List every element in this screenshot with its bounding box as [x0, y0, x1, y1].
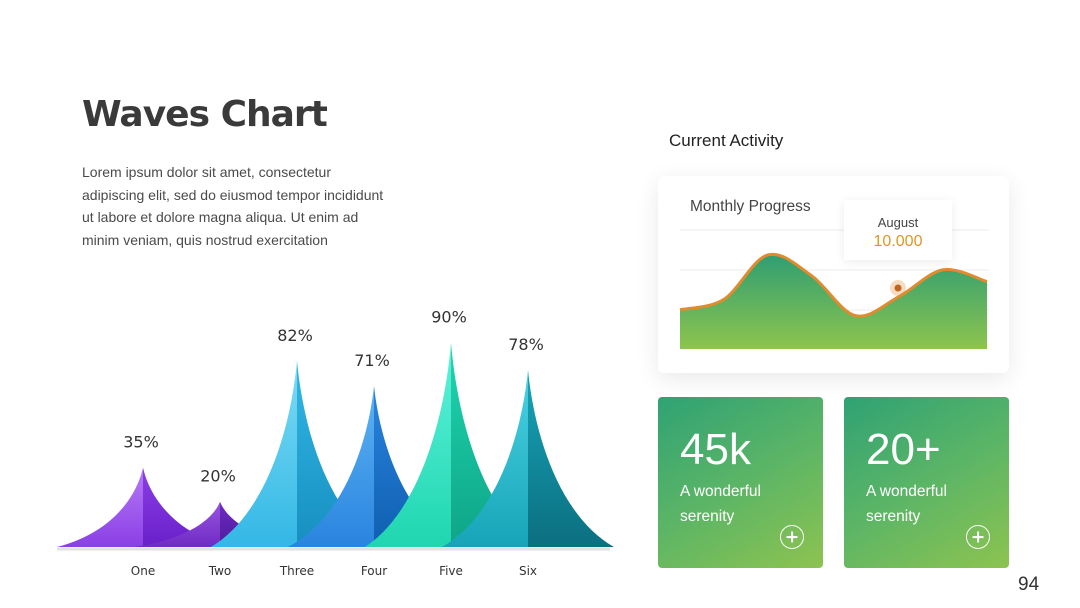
wave-category-label: Two [208, 564, 232, 578]
wave-value-label: 71% [354, 351, 390, 370]
wave-value-label: 20% [200, 467, 236, 486]
wave-category-label: Six [519, 564, 537, 578]
progress-area [680, 254, 987, 349]
tooltip-month: August [877, 215, 919, 230]
wave-peak [211, 360, 383, 547]
wave-peak [442, 369, 614, 547]
monthly-progress-card: Monthly Progress August 10.000 [658, 176, 1009, 373]
monthly-progress-title: Monthly Progress [690, 198, 811, 215]
progress-line [679, 252, 988, 318]
progress-tooltip: August 10.000 [844, 200, 952, 260]
wave-category-label: One [131, 564, 155, 578]
stat-card-1: 45k A wonderful serenity [658, 397, 823, 568]
current-activity-title: Current Activity [669, 131, 784, 150]
stat-card-label: A wonderful serenity [680, 483, 761, 525]
plus-icon[interactable] [780, 525, 804, 549]
tooltip-value: 10.000 [873, 233, 923, 250]
wave-peak [288, 385, 460, 547]
wave-value-label: 82% [277, 326, 313, 345]
page-number: 94 [1018, 574, 1040, 595]
stat-card-value: 20+ [866, 425, 941, 474]
wave-category-label: Five [439, 564, 463, 578]
wave-category-label: Four [361, 564, 387, 578]
monthly-progress-chart [679, 229, 989, 349]
slide-title: Waves Chart [82, 94, 328, 135]
slide-description: Lorem ipsum dolor sit amet, consectetur … [82, 164, 384, 249]
wave-value-label: 78% [508, 335, 544, 354]
wave-peak [365, 342, 537, 547]
stat-card-2: 20+ A wonderful serenity [844, 397, 1009, 568]
stat-card-label: A wonderful serenity [866, 483, 947, 525]
stat-card-value: 45k [680, 425, 751, 474]
wave-value-label: 90% [431, 308, 467, 327]
wave-value-label: 35% [123, 433, 159, 452]
waves-chart: 35% One 20% Two 82% Three 71% Four 90% Five 78% Six [57, 308, 614, 578]
progress-marker [894, 284, 902, 292]
plus-icon[interactable] [966, 525, 990, 549]
wave-peak [57, 467, 229, 547]
wave-category-label: Three [279, 564, 314, 578]
